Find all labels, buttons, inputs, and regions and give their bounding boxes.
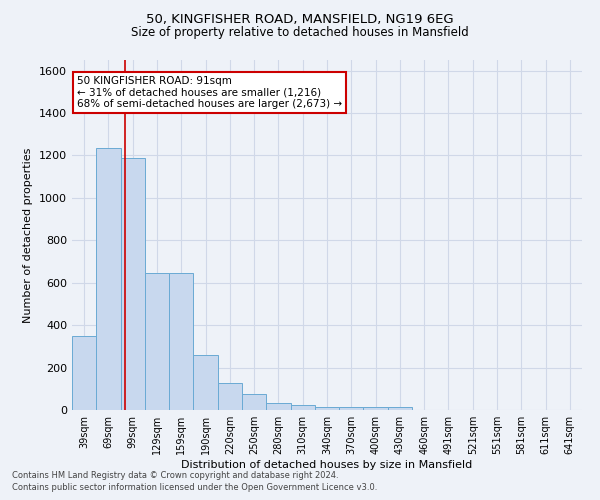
Text: Size of property relative to detached houses in Mansfield: Size of property relative to detached ho…	[131, 26, 469, 39]
Text: 50, KINGFISHER ROAD, MANSFIELD, NG19 6EG: 50, KINGFISHER ROAD, MANSFIELD, NG19 6EG	[146, 12, 454, 26]
Bar	[145, 273, 169, 410]
Bar	[339, 407, 364, 410]
Bar	[364, 407, 388, 410]
Bar	[266, 402, 290, 410]
Bar	[388, 407, 412, 410]
Y-axis label: Number of detached properties: Number of detached properties	[23, 148, 34, 322]
Bar	[121, 158, 145, 410]
Bar	[72, 336, 96, 410]
Bar	[290, 406, 315, 410]
Bar	[169, 273, 193, 410]
Bar	[96, 148, 121, 410]
X-axis label: Distribution of detached houses by size in Mansfield: Distribution of detached houses by size …	[181, 460, 473, 470]
Bar	[315, 407, 339, 410]
Text: Contains HM Land Registry data © Crown copyright and database right 2024.: Contains HM Land Registry data © Crown c…	[12, 471, 338, 480]
Bar	[242, 394, 266, 410]
Text: 50 KINGFISHER ROAD: 91sqm
← 31% of detached houses are smaller (1,216)
68% of se: 50 KINGFISHER ROAD: 91sqm ← 31% of detac…	[77, 76, 342, 109]
Bar	[218, 384, 242, 410]
Text: Contains public sector information licensed under the Open Government Licence v3: Contains public sector information licen…	[12, 484, 377, 492]
Bar	[193, 355, 218, 410]
